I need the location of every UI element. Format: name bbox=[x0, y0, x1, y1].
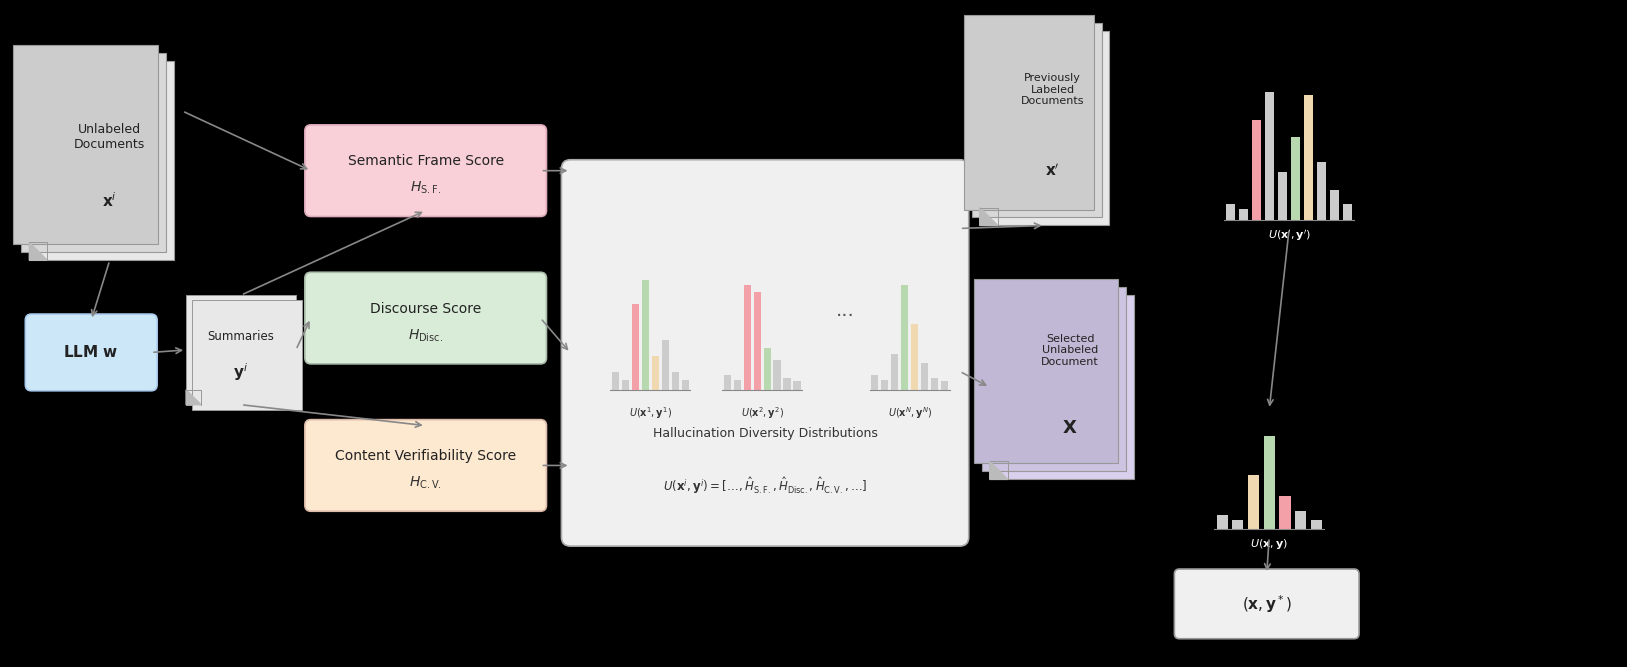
Bar bbox=[622, 380, 630, 390]
FancyBboxPatch shape bbox=[185, 295, 296, 405]
Bar bbox=[1342, 203, 1352, 221]
FancyBboxPatch shape bbox=[989, 295, 1134, 480]
Text: Selected
Unlabeled
Document: Selected Unlabeled Document bbox=[1041, 334, 1098, 367]
Bar bbox=[1292, 137, 1300, 221]
Bar bbox=[1248, 476, 1259, 529]
Text: Previously
Labeled
Documents: Previously Labeled Documents bbox=[1020, 73, 1084, 106]
Text: Content Verifiability Score: Content Verifiability Score bbox=[335, 449, 516, 463]
FancyBboxPatch shape bbox=[192, 300, 303, 410]
Text: LLM $\mathbf{w}$: LLM $\mathbf{w}$ bbox=[63, 344, 119, 360]
FancyBboxPatch shape bbox=[973, 279, 1118, 464]
Text: Hallucination Diversity Distributions: Hallucination Diversity Distributions bbox=[652, 428, 877, 440]
Bar bbox=[794, 382, 800, 390]
Text: $U(\mathbf{x}, \mathbf{y})$: $U(\mathbf{x}, \mathbf{y})$ bbox=[1250, 537, 1289, 551]
Bar bbox=[763, 348, 771, 390]
Bar bbox=[940, 382, 949, 390]
Bar bbox=[931, 378, 939, 390]
Bar bbox=[1227, 203, 1235, 221]
Text: $U(\mathbf{x}^2, \mathbf{y}^2)$: $U(\mathbf{x}^2, \mathbf{y}^2)$ bbox=[740, 405, 784, 420]
Bar bbox=[1279, 496, 1290, 529]
Text: Summaries: Summaries bbox=[208, 330, 275, 344]
FancyBboxPatch shape bbox=[21, 53, 166, 252]
Bar bbox=[744, 285, 750, 390]
Bar bbox=[672, 372, 678, 390]
Bar bbox=[753, 291, 761, 390]
Text: Discourse Score: Discourse Score bbox=[369, 301, 482, 315]
Text: $\mathbf{x}'$: $\mathbf{x}'$ bbox=[1045, 163, 1059, 179]
Bar bbox=[1311, 520, 1321, 529]
FancyBboxPatch shape bbox=[561, 159, 968, 546]
Bar bbox=[1217, 515, 1228, 529]
Polygon shape bbox=[29, 242, 47, 260]
Bar bbox=[682, 380, 688, 390]
Bar bbox=[1316, 162, 1326, 221]
Bar bbox=[1240, 209, 1248, 221]
Text: $\mathbf{x}^i$: $\mathbf{x}^i$ bbox=[103, 191, 117, 210]
Text: $U(\mathbf{x}^N, \mathbf{y}^N)$: $U(\mathbf{x}^N, \mathbf{y}^N)$ bbox=[888, 405, 932, 420]
FancyBboxPatch shape bbox=[304, 125, 547, 217]
Text: $U(\mathbf{x}', \mathbf{y}')$: $U(\mathbf{x}', \mathbf{y}')$ bbox=[1267, 228, 1311, 243]
Bar bbox=[1253, 120, 1261, 221]
Bar bbox=[662, 340, 669, 390]
Bar bbox=[652, 356, 659, 390]
Bar bbox=[892, 354, 898, 390]
FancyBboxPatch shape bbox=[979, 31, 1110, 225]
FancyBboxPatch shape bbox=[981, 287, 1126, 472]
FancyBboxPatch shape bbox=[963, 15, 1093, 209]
Bar bbox=[901, 285, 908, 390]
Text: $\mathbf{y}^i$: $\mathbf{y}^i$ bbox=[234, 361, 249, 383]
Bar bbox=[1232, 520, 1243, 529]
Bar bbox=[882, 380, 888, 390]
FancyBboxPatch shape bbox=[1175, 569, 1359, 639]
FancyBboxPatch shape bbox=[971, 23, 1101, 217]
FancyBboxPatch shape bbox=[304, 272, 547, 364]
Polygon shape bbox=[979, 207, 997, 225]
FancyBboxPatch shape bbox=[26, 314, 158, 391]
FancyBboxPatch shape bbox=[304, 420, 547, 512]
Bar bbox=[1303, 95, 1313, 221]
Bar bbox=[734, 380, 740, 390]
Text: $H_{\mathrm{Disc.}}$: $H_{\mathrm{Disc.}}$ bbox=[408, 327, 443, 344]
Text: $(\mathbf{x}, \mathbf{y}^*)$: $(\mathbf{x}, \mathbf{y}^*)$ bbox=[1241, 593, 1292, 615]
Polygon shape bbox=[989, 462, 1007, 480]
Text: Semantic Frame Score: Semantic Frame Score bbox=[348, 154, 504, 168]
FancyBboxPatch shape bbox=[29, 61, 174, 260]
Text: $U(\mathbf{x}^i, \mathbf{y}^i) = [\ldots, \hat{H}_{\mathrm{S.F.}}, \hat{H}_{\mat: $U(\mathbf{x}^i, \mathbf{y}^i) = [\ldots… bbox=[662, 475, 867, 496]
Bar bbox=[612, 372, 618, 390]
Bar bbox=[911, 324, 918, 390]
Bar bbox=[641, 280, 649, 390]
FancyBboxPatch shape bbox=[13, 45, 158, 244]
Bar bbox=[631, 303, 639, 390]
Polygon shape bbox=[185, 390, 202, 405]
Text: $H_{\mathrm{C.V.}}$: $H_{\mathrm{C.V.}}$ bbox=[410, 475, 443, 491]
Bar bbox=[1279, 171, 1287, 221]
Text: Unlabeled
Documents: Unlabeled Documents bbox=[75, 123, 145, 151]
Bar bbox=[872, 376, 879, 390]
Bar bbox=[724, 376, 731, 390]
Bar bbox=[784, 378, 791, 390]
Text: $H_{\mathrm{S.F.}}$: $H_{\mathrm{S.F.}}$ bbox=[410, 180, 441, 196]
Text: $\mathbf{X}$: $\mathbf{X}$ bbox=[1062, 419, 1077, 437]
Bar bbox=[921, 364, 929, 390]
Bar bbox=[1266, 92, 1274, 221]
Bar bbox=[1295, 512, 1306, 529]
Text: ...: ... bbox=[836, 301, 854, 319]
Bar bbox=[773, 360, 781, 390]
Bar bbox=[1264, 436, 1276, 529]
Text: $U(\mathbf{x}^1, \mathbf{y}^1)$: $U(\mathbf{x}^1, \mathbf{y}^1)$ bbox=[628, 405, 672, 420]
Bar bbox=[1329, 190, 1339, 221]
